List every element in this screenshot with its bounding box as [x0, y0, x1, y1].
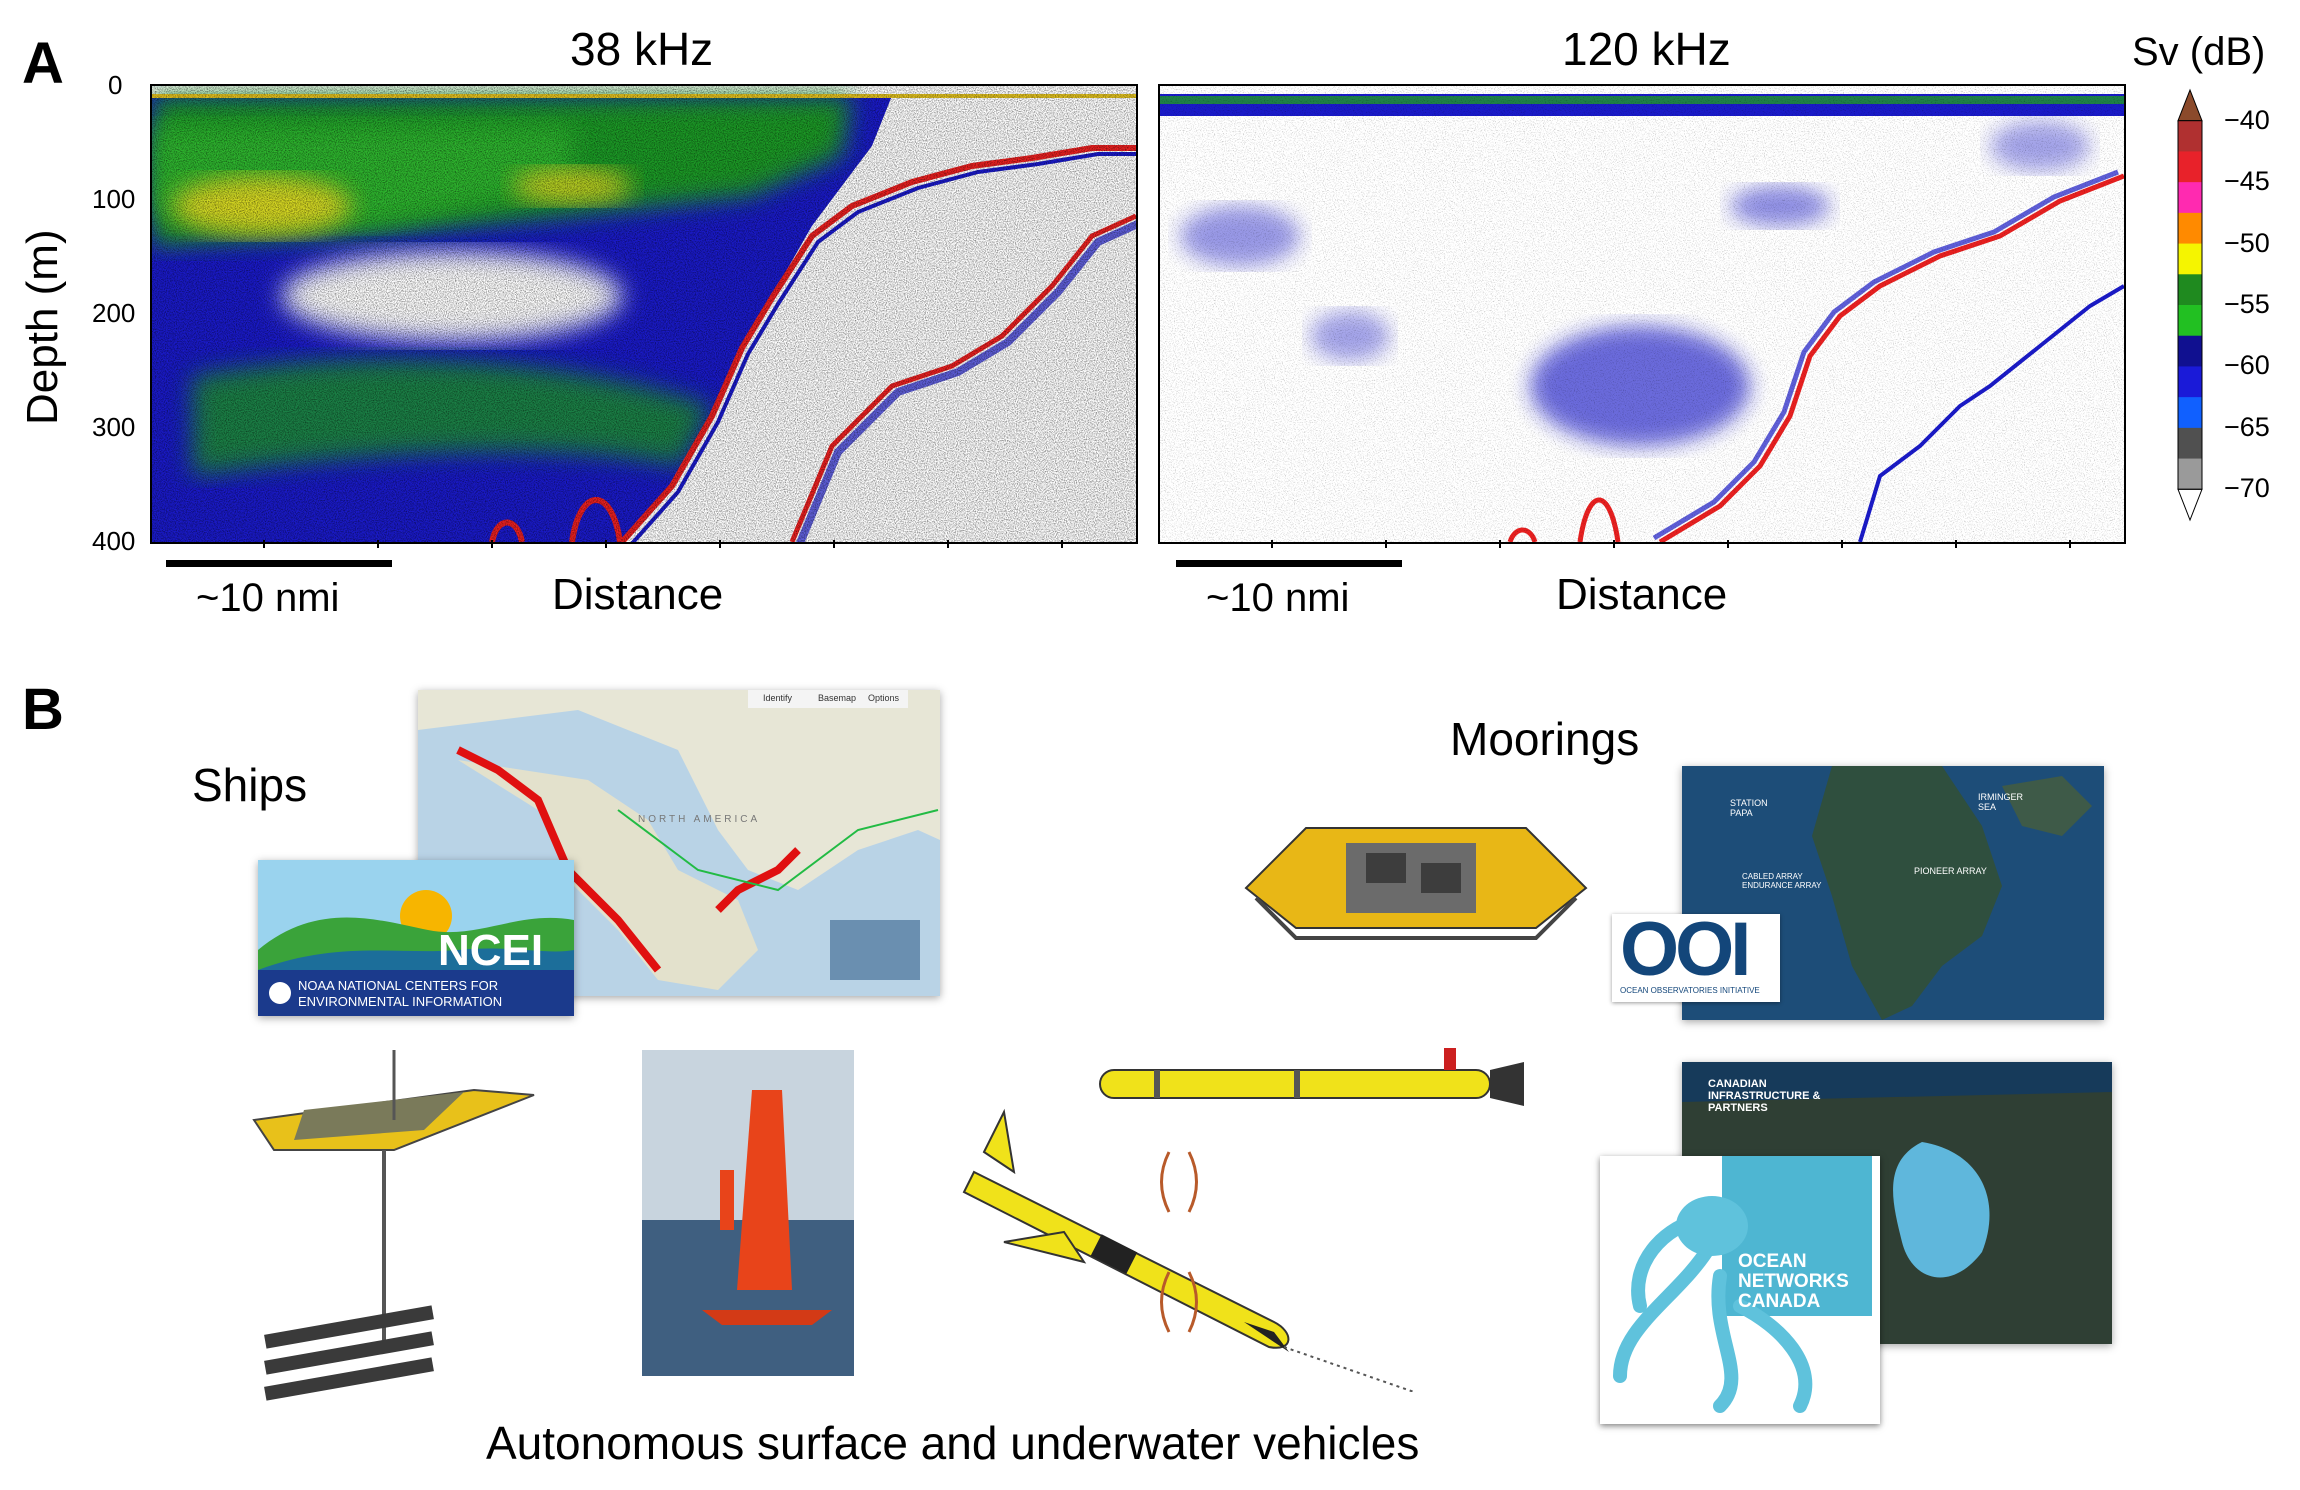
distance-axis-ticks — [263, 540, 2071, 548]
colorbar-segment — [2178, 151, 2202, 183]
colorbar-tick-label: −60 — [2224, 350, 2270, 381]
echogram-38khz-image — [152, 86, 1136, 542]
scale-label-left: ~10 nmi — [196, 576, 340, 620]
colorbar-extend-top — [2177, 88, 2203, 122]
colorbar-segment — [2178, 366, 2202, 398]
mooring-platform-image — [1244, 827, 1588, 940]
colorbar-segment — [2178, 182, 2202, 214]
distance-label-right: Distance — [1556, 570, 1728, 619]
ncei-logo-art — [258, 860, 574, 1016]
distance-label-left: Distance — [552, 570, 724, 619]
colorbar-segment — [2178, 243, 2202, 275]
colorbar-ticks: −40 −45 −50 −55 −60 −65 −70 — [2210, 84, 2290, 544]
ooi-label-cabled: CABLED ARRAY ENDURANCE ARRAY — [1742, 872, 1822, 890]
ooi-map-image — [1682, 766, 2104, 1020]
panel-b-label: B — [22, 677, 64, 742]
underwater-glider-image — [962, 1108, 1415, 1392]
onc-octopus-art — [1613, 1156, 1872, 1413]
ooi-label-irminger: IRMINGER SEA — [1978, 792, 2023, 812]
vehicles-label: Autonomous surface and underwater vehicl… — [486, 1417, 1420, 1469]
colorbar-segment — [2178, 305, 2202, 337]
depth-tick-400: 400 — [92, 526, 136, 556]
wave-glider-image — [252, 1050, 535, 1401]
ncei-logo-line1: NOAA NATIONAL CENTERS FOR — [298, 978, 499, 993]
colorbar-segment — [2178, 458, 2202, 490]
depth-tick-0: 0 — [108, 70, 123, 100]
depth-tick-300: 300 — [92, 412, 136, 442]
ncei-toolbar-basemap: Basemap — [818, 693, 857, 703]
ncei-toolbar-options: Options — [868, 693, 900, 703]
colorbar-segment — [2178, 397, 2202, 429]
onc-logo-text: OCEAN NETWORKS CANADA — [1738, 1252, 1849, 1312]
saildrone-image — [642, 1050, 854, 1376]
onc-logo-word-3: CANADA — [1738, 1291, 1821, 1312]
scale-label-right: ~10 nmi — [1206, 576, 1350, 620]
auv-image — [1099, 1048, 1524, 1106]
colorbar-tick-label: −45 — [2224, 166, 2270, 197]
saildrone-photo — [642, 1050, 854, 1376]
colorbar-frame — [2177, 120, 2203, 490]
ncei-map-label: NORTH AMERICA — [638, 814, 761, 825]
ooi-logo-acronym: OOI — [1620, 914, 1751, 992]
echogram-38khz-title: 38 kHz — [570, 23, 714, 75]
depth-tick-100: 100 — [92, 184, 136, 214]
ncei-toolbar-identify: Identify — [763, 693, 793, 703]
moorings-label: Moorings — [1450, 713, 1640, 765]
colorbar-segment — [2178, 120, 2202, 152]
ships-label: Ships — [192, 759, 308, 811]
colorbar-tick-label: −50 — [2224, 227, 2270, 258]
scale-bar-right — [1176, 560, 1402, 567]
ooi-logo-caption: OCEAN OBSERVATORIES INITIATIVE — [1620, 986, 1760, 995]
scale-bar-left — [166, 560, 392, 567]
colorbar-tick-label: −70 — [2224, 473, 2270, 504]
depth-axis-label: Depth (m) — [18, 229, 67, 425]
colorbar-title: Sv (dB) — [2132, 30, 2266, 74]
echogram-120khz — [1158, 84, 2126, 544]
ncei-logo: NCEI NOAA NATIONAL CENTERS FOR ENVIRONME… — [258, 860, 574, 1016]
depth-tick-200: 200 — [92, 298, 136, 328]
colorbar-segment — [2178, 274, 2202, 306]
colorbar — [2177, 88, 2203, 522]
ncei-logo-line2: ENVIRONMENTAL INFORMATION — [298, 994, 503, 1009]
ooi-label-papa: STATION PAPA — [1730, 798, 1768, 818]
echogram-120khz-title: 120 kHz — [1562, 23, 1731, 75]
colorbar-tick-label: −55 — [2224, 289, 2270, 319]
panel-a-label: A — [22, 31, 64, 96]
ooi-label-pioneer: PIONEER ARRAY — [1914, 866, 1987, 876]
onc-logo: OCEAN NETWORKS CANADA — [1600, 1156, 1880, 1424]
colorbar-segment — [2178, 335, 2202, 367]
colorbar-extend-bottom — [2177, 488, 2203, 522]
onc-logo-word-2: NETWORKS — [1738, 1271, 1849, 1292]
echogram-120khz-image — [1160, 86, 2124, 542]
colorbar-tick-label: −40 — [2224, 104, 2270, 135]
ncei-logo-acronym: NCEI — [438, 926, 544, 975]
onc-map-title: CANADIAN INFRASTRUCTURE & PARTNERS — [1708, 1078, 1821, 1114]
ooi-logo: OOI OCEAN OBSERVATORIES INITIATIVE — [1612, 914, 1780, 1002]
colorbar-segment — [2178, 427, 2202, 460]
onc-logo-word-1: OCEAN — [1738, 1251, 1807, 1272]
colorbar-tick-label: −65 — [2224, 411, 2270, 442]
echogram-38khz — [150, 84, 1138, 544]
colorbar-segment — [2178, 212, 2202, 245]
